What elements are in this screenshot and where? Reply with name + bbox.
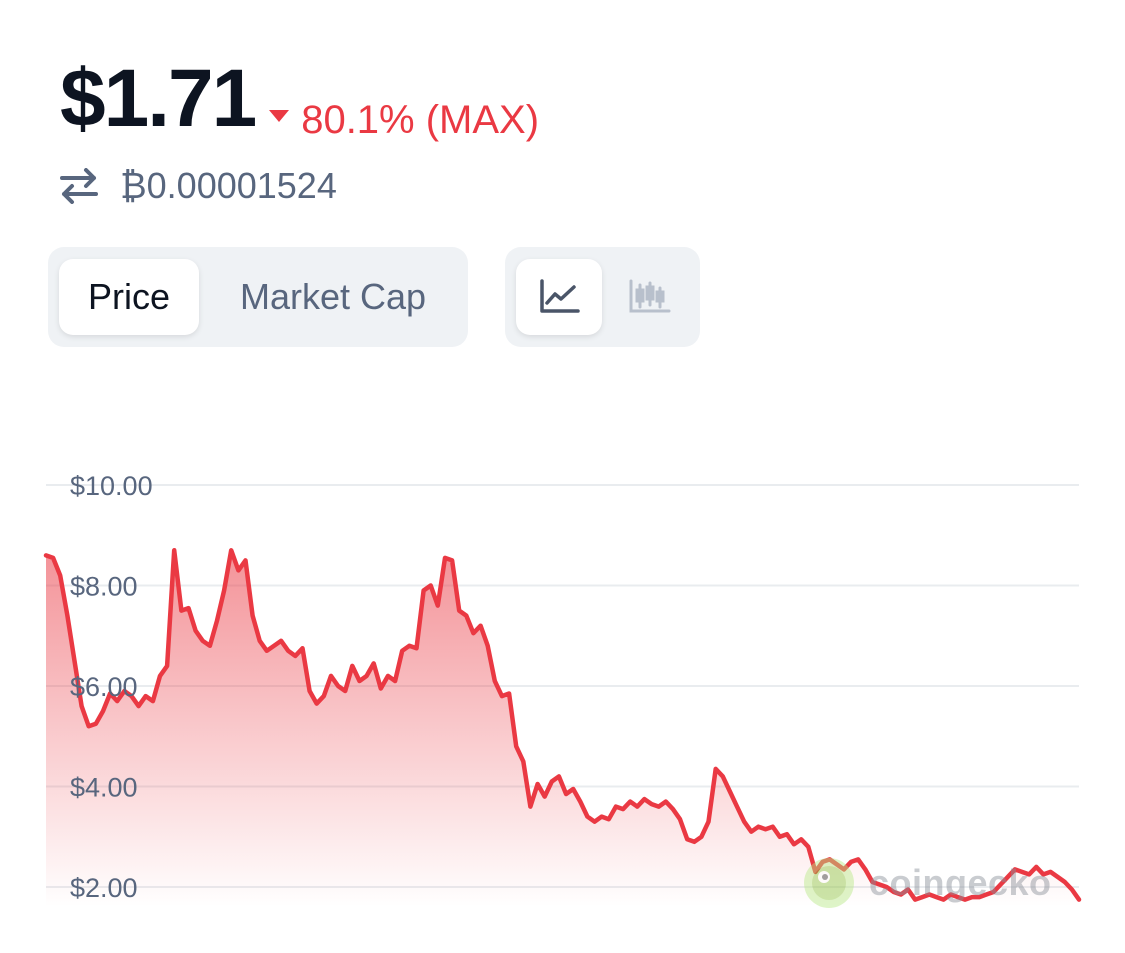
line-chart-button[interactable]	[516, 259, 602, 335]
price-area-fill	[46, 550, 1079, 907]
candlestick-chart-button[interactable]	[610, 259, 690, 335]
coingecko-logo-icon	[804, 858, 854, 908]
y-tick-label: $4.00	[70, 773, 138, 803]
down-triangle-icon	[269, 110, 290, 122]
y-tick-label: $6.00	[70, 672, 138, 702]
btc-price-row: ₿0.00001524	[60, 165, 337, 207]
candlestick-icon	[629, 279, 671, 313]
tab-price[interactable]: Price	[59, 259, 199, 335]
price-line	[43, 548, 1082, 902]
price-change-value: 80.1% (MAX)	[301, 97, 540, 142]
chart-metric-toggle: Price Market Cap	[48, 247, 468, 347]
swap-arrows-icon[interactable]	[60, 168, 98, 204]
coingecko-watermark: coingecko	[803, 857, 1052, 909]
chart-type-toggle	[505, 247, 700, 347]
price-chart[interactable]: $2.00 $4.00 $6.00 $8.00 $10.00	[0, 440, 1125, 920]
watermark-text: coingecko	[869, 862, 1052, 903]
price-change: 80.1% (MAX)	[269, 98, 539, 143]
y-tick-label: $8.00	[70, 572, 138, 602]
tab-market-cap[interactable]: Market Cap	[239, 276, 427, 317]
price-header: $1.71 80.1% (MAX)	[60, 52, 539, 146]
y-tick-label: $2.00	[70, 873, 138, 903]
line-chart-icon	[540, 279, 580, 313]
current-price: $1.71	[60, 53, 257, 144]
btc-price: ₿0.00001524	[120, 165, 337, 206]
y-tick-label: $10.00	[70, 471, 153, 501]
